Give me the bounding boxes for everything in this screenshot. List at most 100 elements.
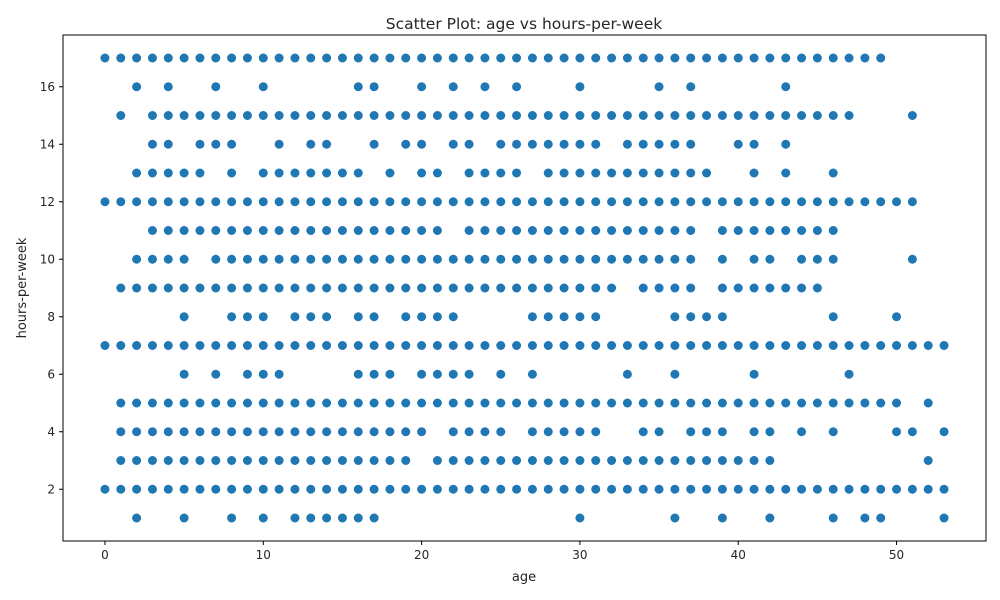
data-point [717,427,727,437]
data-point [322,254,332,264]
data-point [686,456,696,465]
data-point [132,456,142,465]
data-point [385,283,395,293]
data-point [353,168,363,178]
data-point [512,197,522,207]
data-point [702,484,712,494]
data-point [622,456,632,465]
data-point [527,53,537,63]
data-point [274,456,284,465]
data-point [163,168,173,178]
data-point [670,312,680,322]
data-point [195,53,205,63]
data-point [828,513,838,523]
data-point [607,283,617,293]
data-point [242,53,252,63]
data-point [290,456,300,465]
data-point [923,456,933,465]
data-point [401,139,411,149]
data-point [337,283,347,293]
data-point [417,168,427,178]
data-point [401,427,411,437]
data-point [385,398,395,408]
data-point [939,341,949,350]
data-point [892,197,902,207]
data-point [654,168,664,178]
data-point [385,53,395,63]
data-point [638,168,648,178]
data-point [322,197,332,207]
data-point [369,484,379,494]
data-point [195,427,205,437]
data-point [860,398,870,408]
data-point [575,53,585,63]
data-point [527,398,537,408]
data-point [258,369,268,379]
data-point [496,283,506,293]
data-point [274,484,284,494]
data-point [258,341,268,350]
data-point [132,398,142,408]
data-point [179,168,189,178]
data-point [575,398,585,408]
data-point [337,398,347,408]
data-point [274,427,284,437]
data-point [907,427,917,437]
data-point [306,254,316,264]
data-point [179,427,189,437]
data-point [227,513,237,523]
data-point [765,513,775,523]
data-point [844,197,854,207]
data-point [496,427,506,437]
data-point [654,197,664,207]
data-point [211,111,221,120]
data-point [717,398,727,408]
data-point [132,254,142,264]
data-point [163,254,173,264]
data-point [211,427,221,437]
data-point [765,111,775,120]
data-point [828,398,838,408]
data-point [512,341,522,350]
data-point [749,427,759,437]
data-point [812,283,822,293]
data-point [892,484,902,494]
y-tick-label: 8 [47,310,55,324]
data-point [765,341,775,350]
data-point [686,82,696,92]
data-point [337,484,347,494]
data-point [591,427,601,437]
data-point [939,427,949,437]
data-point [638,254,648,264]
data-point [923,341,933,350]
data-point [638,427,648,437]
data-point [385,427,395,437]
data-point [274,369,284,379]
data-point [116,456,126,465]
data-point [132,197,142,207]
data-point [622,398,632,408]
data-point [353,254,363,264]
data-point [844,53,854,63]
data-point [337,427,347,437]
data-point [242,254,252,264]
data-point [828,254,838,264]
data-point [512,484,522,494]
data-point [385,111,395,120]
data-point [860,484,870,494]
data-point [591,312,601,322]
data-point [448,312,458,322]
data-point [591,111,601,120]
data-point [258,111,268,120]
data-point [591,139,601,149]
data-point [432,111,442,120]
data-point [828,53,838,63]
data-point [923,484,933,494]
data-point [369,111,379,120]
data-point [258,283,268,293]
data-point [417,283,427,293]
data-point [242,341,252,350]
data-point [686,226,696,235]
data-point [385,197,395,207]
data-point [227,427,237,437]
